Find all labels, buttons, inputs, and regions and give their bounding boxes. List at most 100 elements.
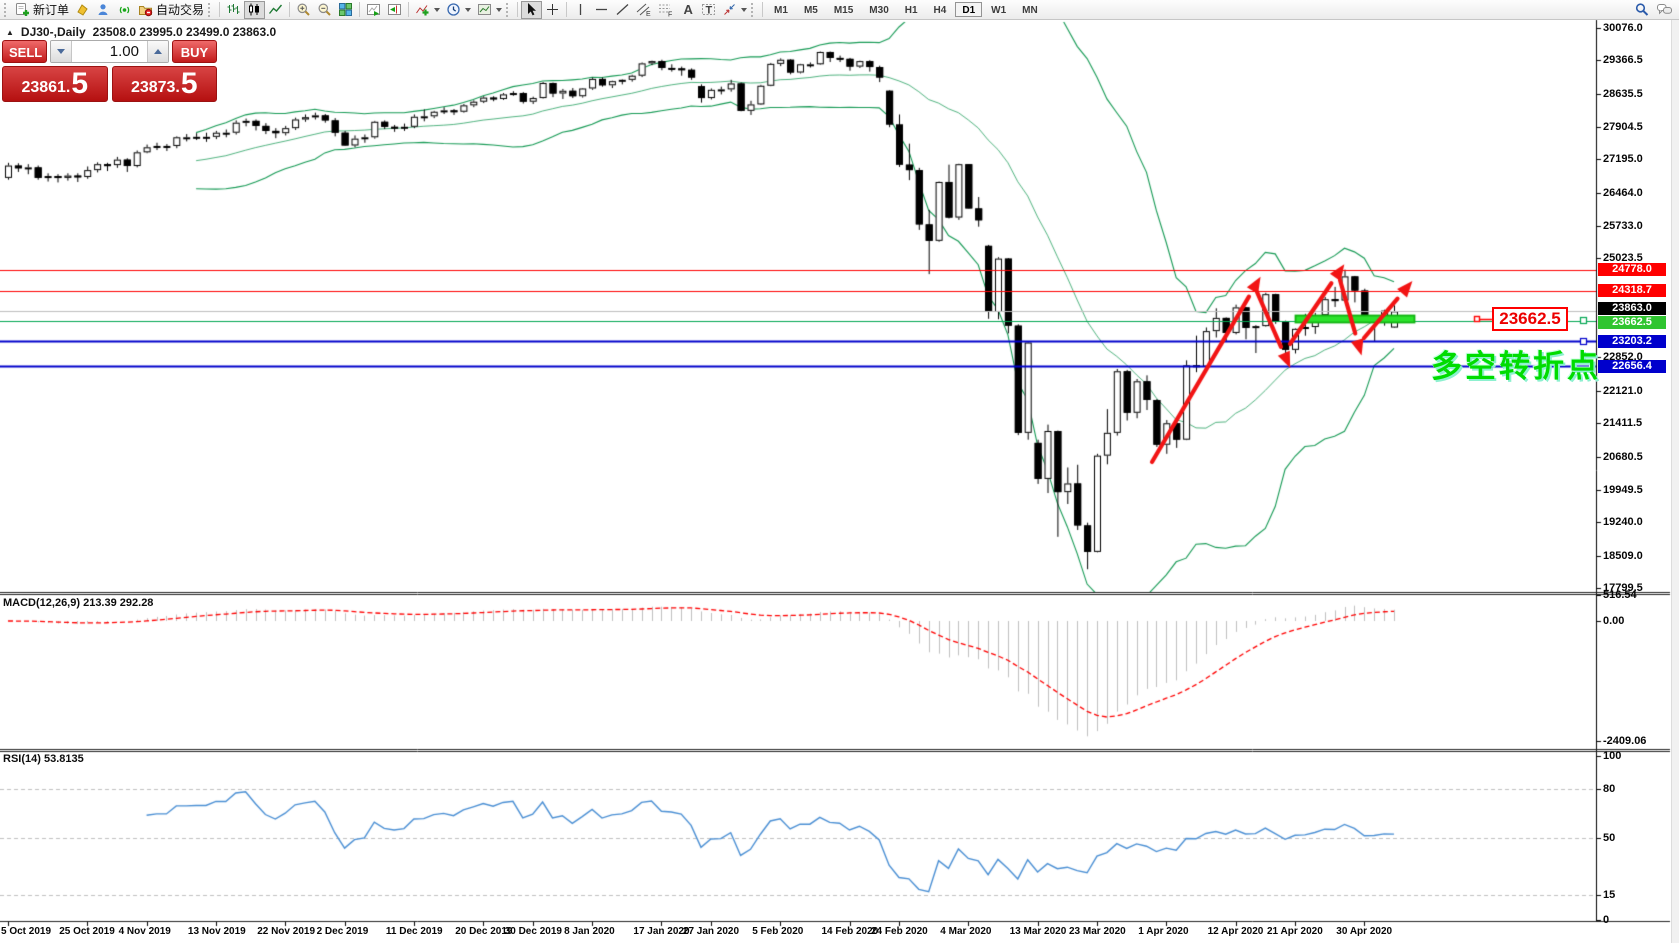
date-axis-label: 24 Feb 2020	[871, 926, 928, 937]
text-icon: A	[680, 2, 695, 17]
svg-text:T: T	[706, 5, 713, 17]
toolbar-grip[interactable]	[208, 2, 213, 17]
rsi-axis-tick: 0	[1603, 914, 1610, 926]
candle-chart-button[interactable]	[244, 0, 266, 19]
search-icon	[1634, 2, 1650, 18]
fibonacci-button[interactable]: F	[655, 1, 677, 19]
line-chart-button[interactable]	[265, 1, 286, 19]
zoom-in-button[interactable]	[293, 1, 314, 19]
sell-price: 23861.	[21, 79, 71, 96]
bar-chart-button[interactable]	[223, 1, 244, 19]
price-callout-label[interactable]: 23662.5	[1492, 307, 1568, 331]
chat-button[interactable]	[1653, 1, 1676, 19]
price-axis-tick: 19240.0	[1603, 516, 1643, 529]
indicators-button[interactable]	[412, 1, 443, 19]
timeframe-H4[interactable]: H4	[927, 2, 954, 17]
tile-windows-button[interactable]	[335, 1, 356, 19]
sell-price-box[interactable]: 23861. 5	[2, 66, 108, 102]
timeframe-M15[interactable]: M15	[827, 2, 860, 17]
date-axis-label: 12 Apr 2020	[1207, 926, 1264, 937]
chart-shift-button[interactable]	[384, 1, 405, 19]
date-axis-label: 30 Apr 2020	[1336, 926, 1393, 937]
arrows-tool-button[interactable]	[719, 1, 750, 19]
cursor-icon	[524, 2, 539, 17]
timeframe-H1[interactable]: H1	[898, 2, 925, 17]
timeframe-M5[interactable]: M5	[797, 2, 825, 17]
date-axis-label: 8 Jan 2020	[564, 926, 615, 937]
price-line-badge: 24318.7	[1598, 284, 1666, 298]
triangle-down-icon	[57, 49, 65, 54]
text-tool-button[interactable]: A	[677, 1, 698, 19]
periods-button[interactable]	[443, 1, 474, 19]
rsi-axis-tick: 80	[1603, 782, 1616, 795]
separator	[289, 2, 291, 17]
toolbar-grip[interactable]	[4, 2, 9, 17]
price-line-badge: 22656.4	[1598, 359, 1666, 373]
autotrading-button[interactable]: 自动交易	[135, 1, 207, 19]
candle-chart-icon	[247, 2, 262, 17]
price-axis-tick: 27904.5	[1603, 121, 1643, 134]
volume-decrease-button[interactable]	[51, 41, 72, 62]
date-axis-label: 4 Mar 2020	[940, 926, 992, 937]
crosshair-button[interactable]	[542, 1, 563, 19]
auto-scroll-button[interactable]	[363, 1, 384, 19]
buy-price-box[interactable]: 23873. 5	[111, 66, 217, 102]
zoom-out-button[interactable]	[314, 1, 335, 19]
chart-title-row: ▲ DJ30-,Daily 23508.0 23995.0 23499.0 23…	[6, 25, 276, 39]
price-axis-tick: 28635.5	[1603, 87, 1643, 100]
volume-input[interactable]	[72, 41, 147, 62]
signals-button[interactable]	[114, 1, 135, 19]
separator	[219, 2, 221, 17]
templates-button[interactable]	[474, 1, 505, 19]
price-line-badge: 24778.0	[1598, 263, 1666, 277]
rsi-label: RSI(14) 53.8135	[3, 753, 84, 765]
chevron-down-icon	[496, 7, 503, 12]
date-axis-label: 20 Dec 2019	[455, 926, 513, 937]
separator	[762, 2, 764, 17]
rsi-axis-tick: 100	[1603, 750, 1622, 762]
new-order-icon	[15, 2, 30, 17]
timeframe-D1[interactable]: D1	[955, 2, 983, 17]
arrows-icon	[722, 2, 737, 17]
timeframe-W1[interactable]: W1	[984, 2, 1013, 17]
macd-axis-tick: 516.54	[1603, 589, 1637, 602]
community-button[interactable]	[93, 1, 114, 19]
sell-button[interactable]: SELL	[2, 40, 47, 63]
date-axis-label: 11 Dec 2019	[385, 926, 443, 937]
search-button[interactable]	[1631, 1, 1653, 19]
timeframe-M30[interactable]: M30	[862, 2, 895, 17]
collapse-panel-icon[interactable]: ▲	[6, 27, 14, 37]
new-order-button[interactable]: 新订单	[12, 1, 72, 19]
buy-button[interactable]: BUY	[172, 40, 217, 63]
toolbar-grip[interactable]	[506, 2, 511, 17]
cursor-button[interactable]	[521, 0, 543, 19]
timeframe-MN[interactable]: MN	[1015, 2, 1045, 17]
metaeditor-button[interactable]	[72, 1, 93, 19]
chat-icon	[1656, 2, 1673, 18]
volume-increase-button[interactable]	[147, 41, 168, 62]
label-tool-button[interactable]: T	[698, 1, 719, 19]
horizontal-line-icon	[594, 2, 609, 17]
chevron-down-icon	[434, 7, 441, 12]
horizontal-line-button[interactable]	[591, 1, 612, 19]
trendline-icon	[615, 2, 630, 17]
ohlc-values: 23508.0 23995.0 23499.0 23863.0	[92, 25, 277, 39]
zoom-in-icon	[296, 2, 311, 17]
timeframe-M1[interactable]: M1	[767, 2, 795, 17]
macd-axis-tick: 0.00	[1603, 615, 1625, 627]
vertical-line-button[interactable]	[570, 1, 591, 19]
price-axis-tick: 30076.0	[1603, 22, 1643, 34]
price-axis-tick: 25733.0	[1603, 220, 1643, 233]
date-axis-label: 5 Feb 2020	[752, 926, 804, 937]
turning-point-annotation[interactable]: 多空转折点	[1431, 349, 1601, 384]
date-axis-label: 23 Mar 2020	[1069, 926, 1126, 937]
channel-button[interactable]: E	[633, 1, 655, 19]
toolbar-grip[interactable]	[751, 2, 756, 17]
window-edge-strip	[1671, 20, 1679, 943]
timeframe-group: M1 M5 M15 M30 H1 H4 D1 W1 MN	[766, 2, 1046, 17]
autotrading-icon	[138, 2, 153, 17]
price-axis-tick: 26464.0	[1603, 186, 1643, 199]
price-axis-tick: 19949.5	[1603, 483, 1643, 496]
trendline-button[interactable]	[612, 1, 633, 19]
